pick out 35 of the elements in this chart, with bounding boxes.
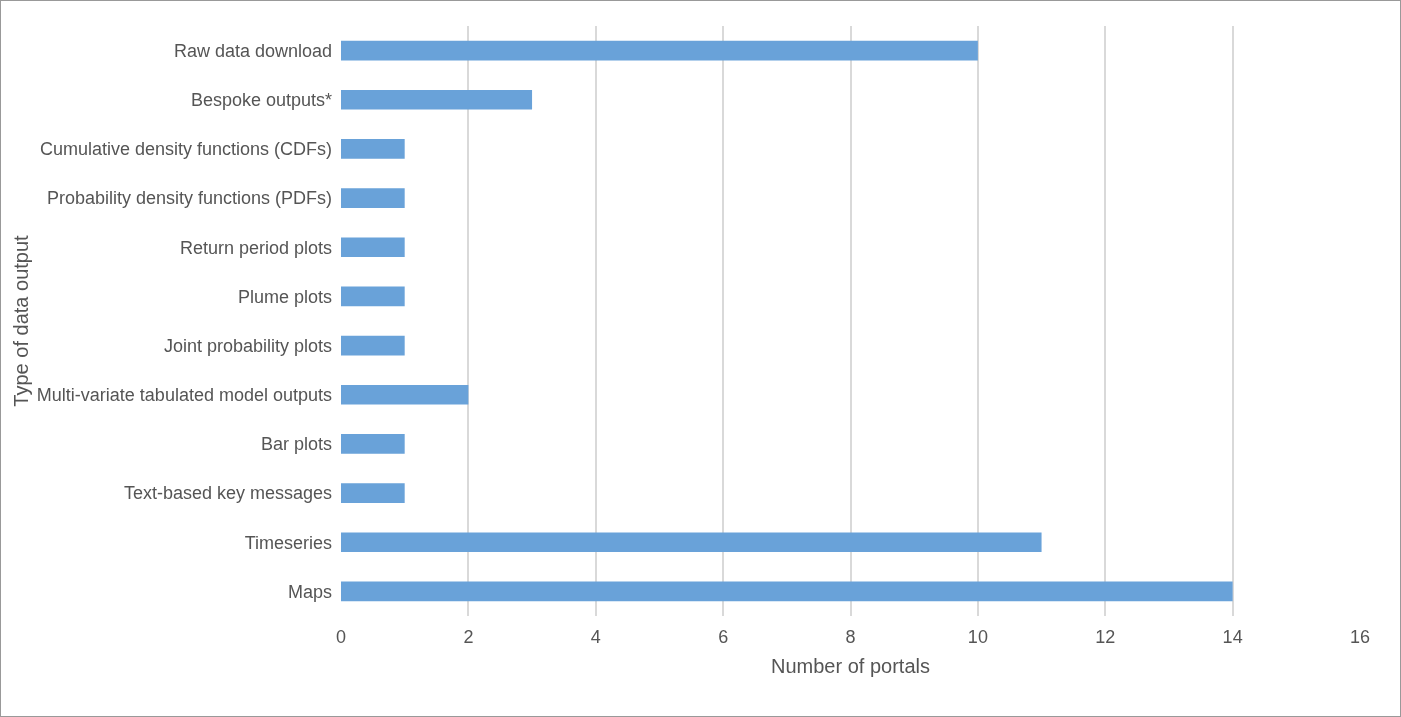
x-tick-label: 12 <box>1095 627 1116 647</box>
y-axis-title: Type of data output <box>10 234 33 407</box>
bar <box>341 581 1233 602</box>
x-tick-label: 8 <box>845 627 856 647</box>
x-tick-label: 6 <box>718 627 729 647</box>
y-tick-label: Return period plots <box>179 237 332 258</box>
bar <box>341 89 533 110</box>
y-tick-label: Multi-variate tabulated model outputs <box>36 385 332 406</box>
x-tick-label: 0 <box>335 627 347 647</box>
bar <box>341 434 405 454</box>
bar <box>341 237 405 258</box>
y-tick-label: Probability density functions (PDFs) <box>46 188 332 209</box>
x-axis-title: Number of portals <box>771 654 930 677</box>
bar <box>341 40 978 61</box>
x-tick-label: 10 <box>967 627 988 647</box>
x-tick-label: 4 <box>590 627 601 647</box>
bar <box>341 188 405 208</box>
x-tick-label: 14 <box>1222 627 1243 647</box>
bar <box>341 384 469 405</box>
y-tick-label: Bespoke outputs* <box>190 90 332 111</box>
y-tick-label: Text-based key messages <box>123 483 332 504</box>
bar <box>341 483 405 503</box>
bar <box>341 335 405 356</box>
bar <box>341 286 405 307</box>
x-tick-label: 16 <box>1349 627 1371 647</box>
y-tick-label: Plume plots <box>237 286 332 307</box>
y-tick-label: Bar plots <box>260 434 332 455</box>
y-tick-label: Joint probability plots <box>163 335 332 356</box>
bar <box>341 532 1042 553</box>
y-tick-label: Maps <box>287 581 332 602</box>
y-tick-label: Timeseries <box>244 532 332 553</box>
x-tick-label: 2 <box>463 627 474 647</box>
bar <box>341 139 405 159</box>
y-tick-label: Cumulative density functions (CDFs) <box>39 139 332 160</box>
y-tick-label: Raw data download <box>173 40 332 61</box>
